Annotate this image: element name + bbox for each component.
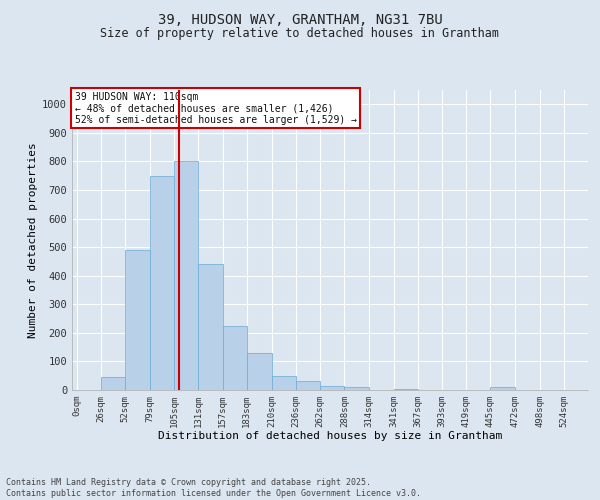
- Bar: [199, 264, 223, 390]
- Bar: [174, 162, 199, 390]
- Bar: [394, 388, 418, 390]
- Bar: [344, 387, 368, 390]
- Bar: [272, 376, 296, 390]
- Bar: [490, 387, 515, 390]
- Text: 39 HUDSON WAY: 110sqm
← 48% of detached houses are smaller (1,426)
52% of semi-d: 39 HUDSON WAY: 110sqm ← 48% of detached …: [74, 92, 356, 124]
- Bar: [296, 382, 320, 390]
- Bar: [125, 250, 150, 390]
- Bar: [247, 353, 272, 390]
- Bar: [150, 176, 174, 390]
- Text: Size of property relative to detached houses in Grantham: Size of property relative to detached ho…: [101, 28, 499, 40]
- Text: 39, HUDSON WAY, GRANTHAM, NG31 7BU: 39, HUDSON WAY, GRANTHAM, NG31 7BU: [158, 12, 442, 26]
- Bar: [101, 377, 125, 390]
- Bar: [223, 326, 247, 390]
- Bar: [320, 386, 344, 390]
- Text: Contains HM Land Registry data © Crown copyright and database right 2025.
Contai: Contains HM Land Registry data © Crown c…: [6, 478, 421, 498]
- Y-axis label: Number of detached properties: Number of detached properties: [28, 142, 38, 338]
- X-axis label: Distribution of detached houses by size in Grantham: Distribution of detached houses by size …: [158, 432, 502, 442]
